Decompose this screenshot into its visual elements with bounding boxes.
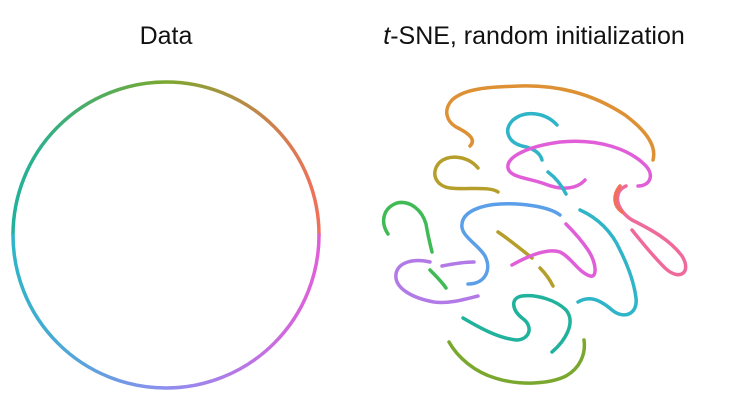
tsne-segment-teal [461, 293, 572, 354]
tsne-segment-olive-dash [496, 230, 534, 260]
data-circle-upper-arc [11, 80, 321, 237]
tsne-title-t: t [383, 22, 391, 50]
tsne-segment-cyan-right [576, 208, 638, 317]
tsne-segment-green-top [381, 200, 434, 254]
tsne-segment-pink [615, 184, 688, 277]
tsne-segment-coral [613, 184, 624, 214]
tsne-segment-magenta-lower [510, 222, 597, 278]
tsne-segment-orange [445, 84, 656, 162]
tsne-segment-blue [460, 202, 562, 286]
tsne-segment-lavender-dash [440, 260, 476, 268]
tsne-segment-olive-dash-2 [538, 266, 555, 288]
tsne-segment-cyan-top [506, 112, 559, 162]
tsne-title-rest: -SNE, random initialization [390, 22, 685, 50]
data-panel-title: Data [139, 22, 193, 50]
tsne-segment-cyan-dash [546, 170, 568, 196]
data-circle [11, 80, 321, 390]
tsne-segment-magenta [506, 139, 653, 190]
data-circle-lower-arc [11, 233, 321, 390]
tsne-segment-green-bottom [447, 338, 587, 385]
tsne-segment-green-dash [428, 268, 448, 290]
tsne-panel-title: t-SNE, random initialization [383, 22, 685, 51]
tsne-embedding [381, 84, 688, 385]
tsne-segment-olive [433, 155, 500, 194]
tsne-segment-lavender [394, 258, 480, 305]
